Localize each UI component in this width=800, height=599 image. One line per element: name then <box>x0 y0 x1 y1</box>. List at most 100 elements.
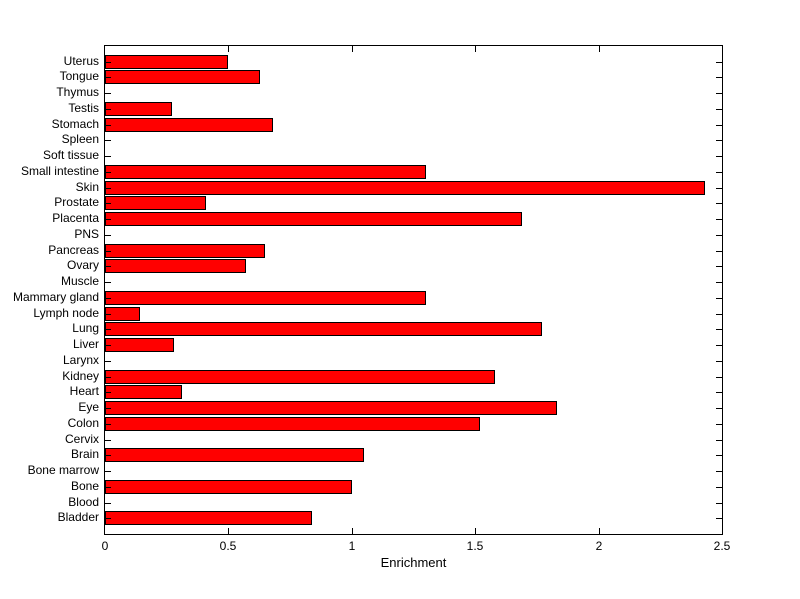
y-tick-left-cervix <box>105 440 111 441</box>
y-tick-label-placenta: Placenta <box>52 211 99 225</box>
y-tick-left-small-intestine <box>105 172 111 173</box>
y-tick-label-colon: Colon <box>67 416 99 430</box>
y-tick-left-kidney <box>105 377 111 378</box>
x-tick-bottom-0.5 <box>228 528 229 534</box>
bar-kidney <box>105 370 495 384</box>
x-tick-label-0: 0 <box>101 539 109 553</box>
y-tick-left-lymph-node <box>105 314 111 315</box>
y-tick-label-cervix: Cervix <box>64 432 99 446</box>
y-tick-left-placenta <box>105 219 111 220</box>
x-tick-label-1: 1 <box>348 539 356 553</box>
y-axis-labels: Uterus Tongue Thymus Testis Stomach Spleen Sof… <box>0 45 99 535</box>
bar-tongue <box>105 70 260 84</box>
y-tick-label-small-intestine: Small intestine <box>20 164 99 178</box>
y-tick-right-skin <box>716 188 722 189</box>
y-tick-left-soft-tissue <box>105 156 111 157</box>
y-tick-left-bone <box>105 487 111 488</box>
y-tick-left-bone-marrow <box>105 471 111 472</box>
y-tick-right-bone <box>716 487 722 488</box>
y-tick-right-tongue <box>716 77 722 78</box>
x-tick-top-1 <box>352 46 353 52</box>
y-tick-right-bone-marrow <box>716 471 722 472</box>
bar-small-intestine <box>105 165 426 179</box>
y-tick-label-heart: Heart <box>69 384 99 398</box>
y-tick-left-bladder <box>105 518 111 519</box>
y-tick-left-colon <box>105 424 111 425</box>
bar-bone <box>105 480 352 494</box>
y-tick-label-larynx: Larynx <box>62 353 99 367</box>
y-tick-label-liver: Liver <box>72 337 99 351</box>
y-tick-left-spleen <box>105 140 111 141</box>
y-tick-left-uterus <box>105 62 111 63</box>
y-tick-right-brain <box>716 455 722 456</box>
y-tick-left-ovary <box>105 266 111 267</box>
y-tick-label-stomach: Stomach <box>51 117 99 131</box>
bar-colon <box>105 417 480 431</box>
y-tick-right-stomach <box>716 125 722 126</box>
y-tick-label-mammary-gland: Mammary gland <box>12 290 99 304</box>
x-tick-label-2.5: 2.5 <box>713 539 731 553</box>
y-tick-left-skin <box>105 188 111 189</box>
y-tick-label-soft-tissue: Soft tissue <box>42 148 99 162</box>
y-tick-right-thymus <box>716 93 722 94</box>
y-tick-left-pancreas <box>105 251 111 252</box>
y-tick-label-bone: Bone <box>70 479 99 493</box>
x-tick-bottom-1.5 <box>475 528 476 534</box>
y-tick-right-pancreas <box>716 251 722 252</box>
x-axis-title: Enrichment <box>380 555 447 570</box>
y-tick-label-kidney: Kidney <box>62 369 99 383</box>
y-tick-label-ovary: Ovary <box>66 258 99 272</box>
y-tick-right-kidney <box>716 377 722 378</box>
y-tick-right-soft-tissue <box>716 156 722 157</box>
y-tick-right-muscle <box>716 282 722 283</box>
y-tick-left-eye <box>105 408 111 409</box>
bar-lung <box>105 322 542 336</box>
y-tick-right-placenta <box>716 219 722 220</box>
x-tick-top-0.5 <box>228 46 229 52</box>
y-tick-right-lung <box>716 329 722 330</box>
y-tick-right-bladder <box>716 518 722 519</box>
y-tick-right-larynx <box>716 361 722 362</box>
bar-prostate <box>105 196 206 210</box>
y-tick-label-muscle: Muscle <box>60 274 99 288</box>
y-tick-right-testis <box>716 109 722 110</box>
bar-mammary-gland <box>105 291 426 305</box>
y-tick-label-lymph-node: Lymph node <box>33 306 99 320</box>
y-tick-label-bone-marrow: Bone marrow <box>27 463 99 477</box>
bar-ovary <box>105 259 246 273</box>
y-tick-right-heart <box>716 392 722 393</box>
y-tick-label-blood: Blood <box>68 495 99 509</box>
y-tick-right-spleen <box>716 140 722 141</box>
y-tick-label-pns: PNS <box>74 227 99 241</box>
y-tick-right-mammary-gland <box>716 298 722 299</box>
x-tick-bottom-1 <box>352 528 353 534</box>
y-tick-right-colon <box>716 424 722 425</box>
bar-placenta <box>105 212 522 226</box>
y-tick-left-brain <box>105 455 111 456</box>
y-tick-left-lung <box>105 329 111 330</box>
x-tick-top-1.5 <box>475 46 476 52</box>
plot-area <box>104 45 723 535</box>
y-tick-left-testis <box>105 109 111 110</box>
bar-stomach <box>105 118 273 132</box>
y-tick-right-blood <box>716 503 722 504</box>
y-tick-label-spleen: Spleen <box>61 132 99 146</box>
y-tick-right-ovary <box>716 266 722 267</box>
y-tick-right-lymph-node <box>716 314 722 315</box>
y-tick-right-eye <box>716 408 722 409</box>
y-tick-right-liver <box>716 345 722 346</box>
bar-uterus <box>105 55 228 69</box>
y-tick-left-prostate <box>105 203 111 204</box>
y-tick-left-pns <box>105 235 111 236</box>
y-tick-left-stomach <box>105 125 111 126</box>
y-tick-left-heart <box>105 392 111 393</box>
y-tick-label-pancreas: Pancreas <box>48 243 99 257</box>
y-tick-left-thymus <box>105 93 111 94</box>
y-tick-left-liver <box>105 345 111 346</box>
bar-pancreas <box>105 244 265 258</box>
x-tick-label-0.5: 0.5 <box>219 539 237 553</box>
y-tick-left-mammary-gland <box>105 298 111 299</box>
y-tick-left-tongue <box>105 77 111 78</box>
y-tick-label-skin: Skin <box>75 180 99 194</box>
